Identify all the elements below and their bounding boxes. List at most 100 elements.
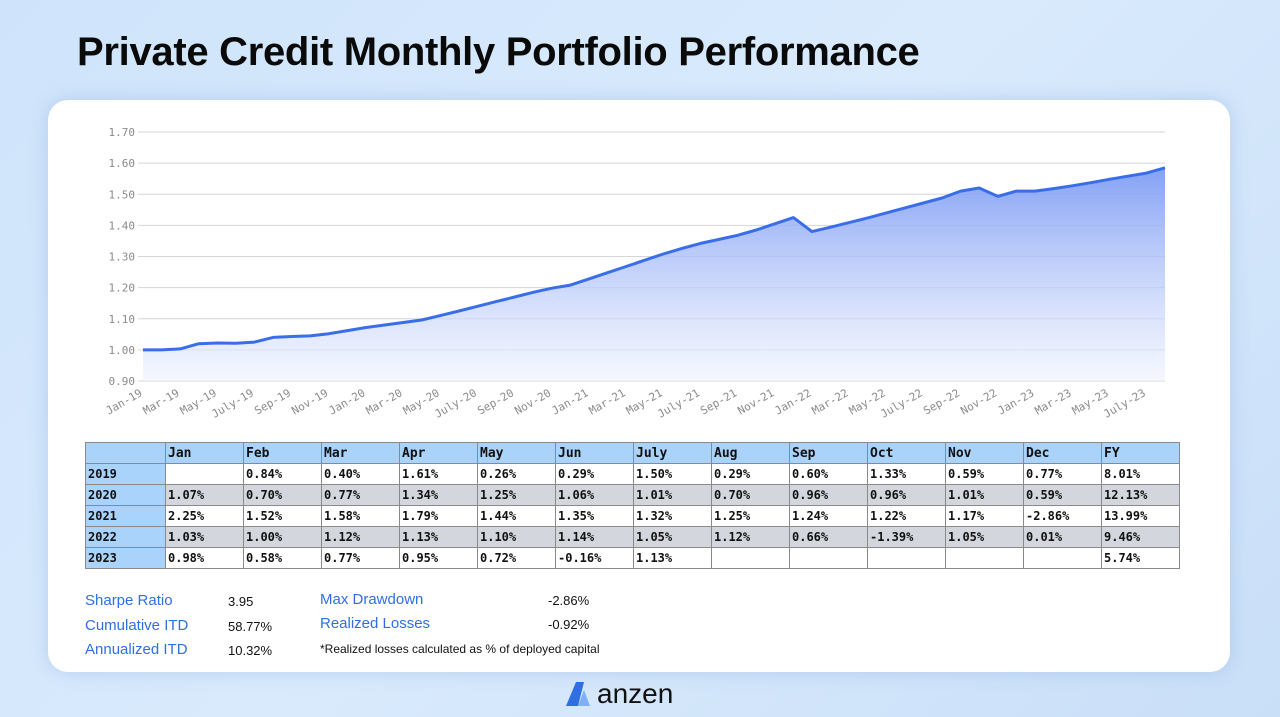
table-cell: 12.13%	[1101, 484, 1180, 506]
table-cell: 1.22%	[867, 505, 946, 527]
table-cell: 0.84%	[243, 463, 322, 485]
table-cell: 0.77%	[1023, 463, 1102, 485]
table-cell: 1.13%	[399, 526, 478, 548]
table-cell: 1.32%	[633, 505, 712, 527]
table-cell: 1.79%	[399, 505, 478, 527]
table-cell: 9.46%	[1101, 526, 1180, 548]
line	[143, 166, 1166, 352]
table-cell	[711, 547, 790, 569]
table-row: 2023 0.98% 0.58% 0.77% 0.95% 0.72% -0.16% 1.13%…	[85, 547, 1180, 569]
table-cell: 0.70%	[711, 484, 790, 506]
table-cell: 2.25%	[165, 505, 244, 527]
logo: anzen	[566, 678, 673, 709]
x-tick-label: Jan-20	[327, 386, 368, 417]
table-cell: 0.29%	[555, 463, 634, 485]
year-cell: 2019	[85, 463, 166, 485]
header-row: Jan Feb Mar Apr May Jun July Aug Sep Oct Nov Dec FY	[85, 442, 1180, 464]
x-tick-label: Jan-22	[773, 386, 814, 417]
table-row: 2022 1.03% 1.00% 1.12% 1.13% 1.10% 1.14% 1.05% 1…	[85, 526, 1180, 548]
table-cell: 0.95%	[399, 547, 478, 569]
table-cell: -0.16%	[555, 547, 634, 569]
x-tick-label: Mar-20	[364, 386, 405, 417]
table-cell: 1.25%	[711, 505, 790, 527]
header-cell	[85, 442, 166, 464]
table-cell: 0.40%	[321, 463, 400, 485]
card: 0.90 1.00 1.10 1.20 1.30 1.40 1.50 1.60 1.70 Jan-…	[48, 100, 1230, 672]
x-tick-label: Nov-21	[735, 386, 776, 417]
page-title: Private Credit Monthly Portfolio Perform…	[77, 30, 920, 74]
table-cell: 0.72%	[477, 547, 556, 569]
table-cell: 5.74%	[1101, 547, 1180, 569]
stat-value: -2.86%	[548, 593, 590, 608]
table-cell: 1.61%	[399, 463, 478, 485]
table-cell: -1.39%	[867, 526, 946, 548]
x-tick-label: Mar-19	[141, 386, 182, 417]
table-cell: 1.05%	[945, 526, 1024, 548]
header-cell: Sep	[789, 442, 868, 464]
chart: 0.90 1.00 1.10 1.20 1.30 1.40 1.50 1.60 1.70 Jan-…	[104, 126, 1166, 421]
table-cell: 0.66%	[789, 526, 868, 548]
x-tick-label: July-23	[1101, 386, 1148, 420]
table-cell: 8.01%	[1101, 463, 1180, 485]
y-tick-label: 1.70	[109, 126, 136, 139]
table-cell: 1.44%	[477, 505, 556, 527]
x-tick-label: Jan-19	[104, 386, 145, 417]
table-cell: 1.14%	[555, 526, 634, 548]
header-cell: Nov	[945, 442, 1024, 464]
table-cell: 0.01%	[1023, 526, 1102, 548]
table-row: 2021 2.25% 1.52% 1.58% 1.79% 1.44% 1.35% 1.32% 1…	[85, 505, 1180, 527]
table-cell	[789, 547, 868, 569]
x-tick-label: Jan-23	[996, 386, 1037, 417]
table-cell: 1.03%	[165, 526, 244, 548]
table-cell: 1.10%	[477, 526, 556, 548]
x-tick-label: Nov-22	[958, 386, 999, 417]
table-cell	[945, 547, 1024, 569]
header-cell: July	[633, 442, 712, 464]
y-tick-label: 0.90	[109, 375, 136, 388]
stat-value: 10.32%	[228, 643, 273, 658]
x-tick-label: Sep-20	[475, 386, 516, 417]
x-tick-label: Mar-23	[1033, 386, 1074, 417]
table-row: 2020 1.07% 0.70% 0.77% 1.34% 1.25% 1.06% 1.01% 0…	[85, 484, 1180, 506]
x-tick-label: July-20	[432, 386, 479, 420]
table-cell: 0.70%	[243, 484, 322, 506]
header-cell: Jan	[165, 442, 244, 464]
logo-icon	[578, 690, 590, 706]
header-cell: Aug	[711, 442, 790, 464]
stat-value: 3.95	[228, 594, 254, 609]
table-cell: -2.86%	[1023, 505, 1102, 527]
table-cell: 0.96%	[789, 484, 868, 506]
y-tick-label: 1.40	[109, 219, 136, 232]
stat-label: Sharpe Ratio	[85, 592, 173, 609]
table-row: 2019 0.84% 0.40% 1.61% 0.26% 0.29% 1.50% 0.29% 0…	[85, 463, 1180, 485]
y-tick-label: 1.10	[109, 313, 136, 326]
header-cell: Jun	[555, 442, 634, 464]
header-cell: FY	[1101, 442, 1180, 464]
header-cell: Oct	[867, 442, 946, 464]
stat-value: 58.77%	[228, 619, 273, 634]
stat-label: Annualized ITD	[85, 641, 188, 658]
table-cell: 0.59%	[1023, 484, 1102, 506]
x-tick-label: Sep-21	[698, 386, 739, 417]
stat-label: Max Drawdown	[320, 591, 424, 608]
header-cell: Apr	[399, 442, 478, 464]
area	[143, 167, 1165, 381]
table-cell: 0.77%	[321, 547, 400, 569]
table-cell: 1.13%	[633, 547, 712, 569]
stat-label: Realized Losses	[320, 615, 431, 632]
x-tick-label: Nov-19	[289, 386, 330, 417]
x-tick-label: Sep-22	[921, 386, 962, 417]
table-cell: 0.29%	[711, 463, 790, 485]
logo-text: anzen	[597, 678, 673, 709]
table-cell: 1.12%	[321, 526, 400, 548]
table-cell: 0.96%	[867, 484, 946, 506]
y-tick-label: 1.30	[109, 251, 136, 264]
header-cell: Feb	[243, 442, 322, 464]
stat-label: Cumulative ITD	[85, 617, 189, 634]
table-cell: 1.58%	[321, 505, 400, 527]
table-cell: 1.52%	[243, 505, 322, 527]
table-cell: 1.50%	[633, 463, 712, 485]
table-cell: 1.12%	[711, 526, 790, 548]
y-tick-label: 1.00	[109, 344, 136, 357]
